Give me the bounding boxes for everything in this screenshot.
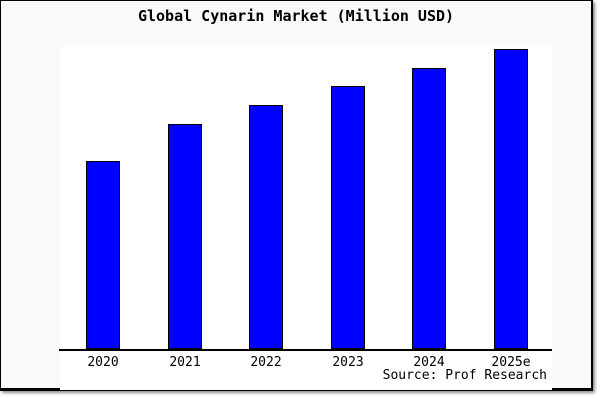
plot-area: 2020 2021 2022 2023 2024 2025e [59, 47, 552, 390]
x-label-2021: 2021 [169, 355, 201, 370]
x-label-2025e: 2025e [491, 355, 531, 370]
x-axis-line [59, 349, 552, 351]
x-label-2020: 2020 [87, 355, 119, 370]
bar-2020 [86, 161, 120, 349]
bar-2024 [412, 68, 446, 349]
bar-2021 [168, 124, 202, 349]
x-label-2024: 2024 [413, 355, 445, 370]
source-note: Source: Prof Research [382, 368, 547, 383]
bar-2025e [494, 49, 528, 349]
bar-2022 [249, 105, 283, 349]
chart-title: Global Cynarin Market (Million USD) [137, 7, 455, 25]
x-label-2022: 2022 [250, 355, 282, 370]
x-label-2023: 2023 [332, 355, 364, 370]
chart-card: Global Cynarin Market (Million USD) 2020… [0, 0, 593, 391]
bar-2023 [331, 86, 365, 349]
